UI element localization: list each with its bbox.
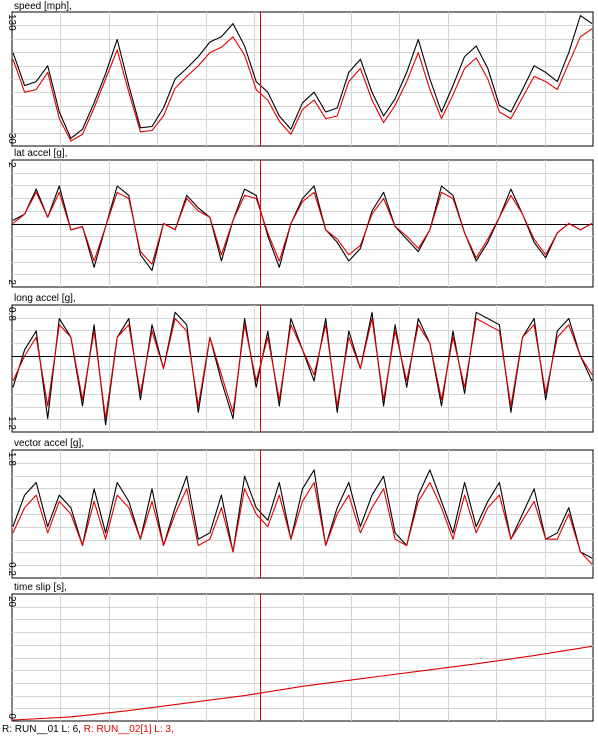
chart-title: long accel [g], [14,293,76,304]
y-tick-top: 1.8 [6,452,17,466]
y-tick-bottom: -1.2 [6,413,17,431]
series-line-run2 [12,481,593,565]
chart-panel-3: vector accel [g], 1.8 -0.2 [6,438,594,579]
y-tick-bottom: -2 [6,276,17,285]
series-line-run1 [12,15,593,139]
chart-title: time slip [s], [14,582,67,593]
chart-title: lat accel [g], [14,148,67,159]
y-tick-top: 20 [6,596,17,608]
y-tick-bottom: 0 [6,713,17,719]
plot-frame [11,159,594,288]
chart-title: vector accel [g], [14,438,84,449]
y-tick-bottom: 30 [6,133,17,145]
status-run1: R: RUN__01 L: 6, [2,724,81,735]
y-tick-top: 2 [6,162,17,168]
series-line-run1 [12,469,593,559]
chart-panel-1: lat accel [g], 2 -2 [6,148,594,288]
y-tick-top: 130 [6,14,17,31]
chart-panel-2: long accel [g], 0.8 -1.2 [6,293,594,433]
chart-title: speed [mph], [14,1,72,12]
series-line-run2 [12,28,593,142]
chart-panel-0: speed [mph], 130 30 [6,1,594,147]
status-bar: R: RUN__01 L: 6, R: RUN__02[1] L: 3, [2,724,174,735]
series-line-run2 [12,317,593,420]
plot-frame [11,593,594,722]
y-tick-bottom: -0.2 [6,559,17,577]
status-run2: R: RUN__02[1] L: 3, [83,724,174,735]
series-line-run2 [12,191,593,265]
y-tick-top: 0.8 [6,307,17,321]
chart-panel-4: time slip [s], 20 0 [6,582,594,722]
series-line-run2 [12,645,593,721]
